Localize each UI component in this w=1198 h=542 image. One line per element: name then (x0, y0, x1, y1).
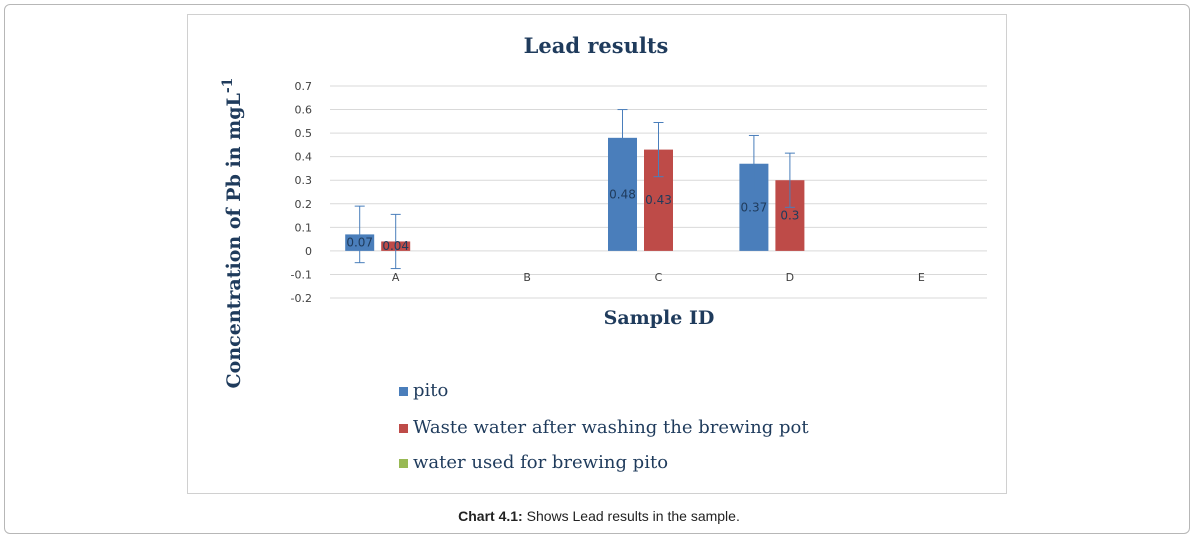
y-tick-label: 0 (305, 245, 312, 258)
data-label: 0.07 (346, 236, 373, 250)
figure-caption: Chart 4.1: Shows Lead results in the sam… (0, 508, 1198, 524)
data-label: 0.04 (382, 239, 409, 253)
legend: pito Waste water after washing the brewin… (399, 380, 809, 473)
x-tick-labels: A B C D E (392, 271, 925, 284)
legend-swatch (399, 459, 408, 468)
legend-swatch (399, 387, 408, 396)
x-tick-label: D (786, 271, 794, 284)
y-tick-label: 0.5 (295, 127, 313, 140)
y-tick-label: 0.6 (295, 104, 313, 117)
gridlines (330, 85, 987, 299)
y-tick-label: -0.1 (291, 268, 312, 281)
x-tick-label: A (392, 271, 400, 284)
y-tick-label: 0.2 (295, 198, 313, 211)
error-bars (354, 109, 795, 270)
y-tick-label: 0.4 (295, 151, 313, 164)
y-tick-label: 0.1 (295, 221, 313, 234)
x-tick-label: C (655, 271, 663, 284)
data-label: 0.43 (645, 193, 672, 207)
chart-title: Lead results (524, 33, 669, 58)
bars (345, 137, 805, 251)
chart-container: Lead results -0.2 -0.1 0 0.1 0.2 0.3 0.4 0.5 0.6… (187, 14, 1007, 494)
data-label: 0.37 (741, 200, 768, 214)
x-tick-label: E (918, 271, 925, 284)
y-tick-label: -0.2 (291, 292, 312, 305)
data-label: 0.48 (609, 187, 636, 201)
legend-swatch (399, 424, 408, 433)
caption-label: Chart 4.1: (458, 508, 523, 524)
y-tick-labels: -0.2 -0.1 0 0.1 0.2 0.3 0.4 0.5 0.6 0.7 (291, 80, 312, 305)
x-tick-label: B (523, 271, 531, 284)
lead-results-chart: Lead results -0.2 -0.1 0 0.1 0.2 0.3 0.4 0.5 0.6… (220, 33, 987, 473)
legend-label: pito (413, 380, 448, 401)
y-axis-title-superscript: -1 (220, 78, 236, 94)
svg-text:Concentration of Pb in mgL-1: Concentration of Pb in mgL-1 (220, 78, 245, 389)
y-tick-label: 0.7 (295, 80, 313, 93)
caption-text: Shows Lead results in the sample. (522, 508, 740, 524)
y-axis-title-main: Concentration of Pb in mgL (223, 93, 245, 388)
legend-label: water used for brewing pito (413, 452, 668, 473)
y-axis-title: Concentration of Pb in mgL-1 (220, 78, 245, 389)
x-axis-title: Sample ID (604, 307, 715, 329)
data-labels: 0.07 0.48 0.37 0.04 0.43 0.3 (346, 187, 799, 253)
legend-label: Waste water after washing the brewing po… (413, 417, 809, 438)
data-label: 0.3 (780, 209, 799, 223)
y-tick-label: 0.3 (295, 174, 313, 187)
